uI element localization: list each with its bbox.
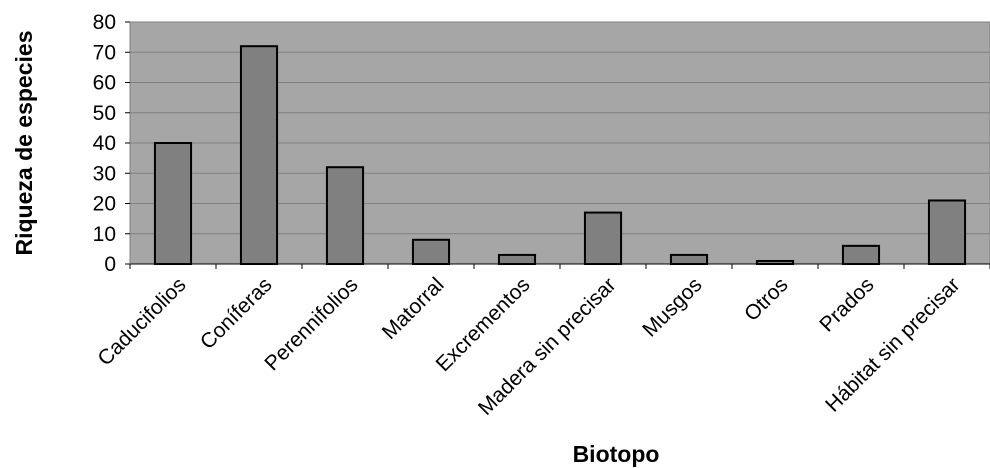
x-tick-label: Otros — [740, 273, 793, 326]
y-tick-label: 0 — [104, 253, 116, 276]
bar — [583, 211, 623, 265]
x-tick-label: Caducifolios — [93, 273, 190, 370]
y-tick-label: 20 — [93, 193, 116, 216]
y-tick-label: 40 — [93, 132, 116, 155]
y-axis-title: Riqueza de especies — [11, 31, 37, 256]
bars — [153, 45, 967, 266]
y-tick-label: 10 — [93, 223, 116, 246]
y-tick-label: 70 — [93, 41, 116, 64]
bar — [669, 253, 709, 266]
x-tick-label: Prados — [815, 273, 878, 336]
bar — [239, 45, 279, 266]
x-axis-title: Biotopo — [573, 441, 660, 467]
y-tick-label: 30 — [93, 162, 116, 185]
y-tick-label: 50 — [93, 102, 116, 125]
bar — [841, 244, 881, 266]
bar — [153, 142, 193, 265]
x-tick-label: Musgos — [638, 273, 706, 341]
x-tick-label: Coníferas — [196, 273, 277, 354]
bar — [497, 253, 537, 266]
bar — [411, 238, 451, 266]
bar — [325, 166, 365, 265]
x-tick-label: Matorral — [378, 273, 449, 344]
y-ticks: 0 10 20 30 40 50 60 70 80 — [93, 11, 130, 276]
y-tick-label: 80 — [93, 11, 116, 34]
y-tick-label: 60 — [93, 72, 116, 95]
x-tick-label: Perennifolios — [260, 273, 362, 375]
bar — [927, 199, 967, 266]
